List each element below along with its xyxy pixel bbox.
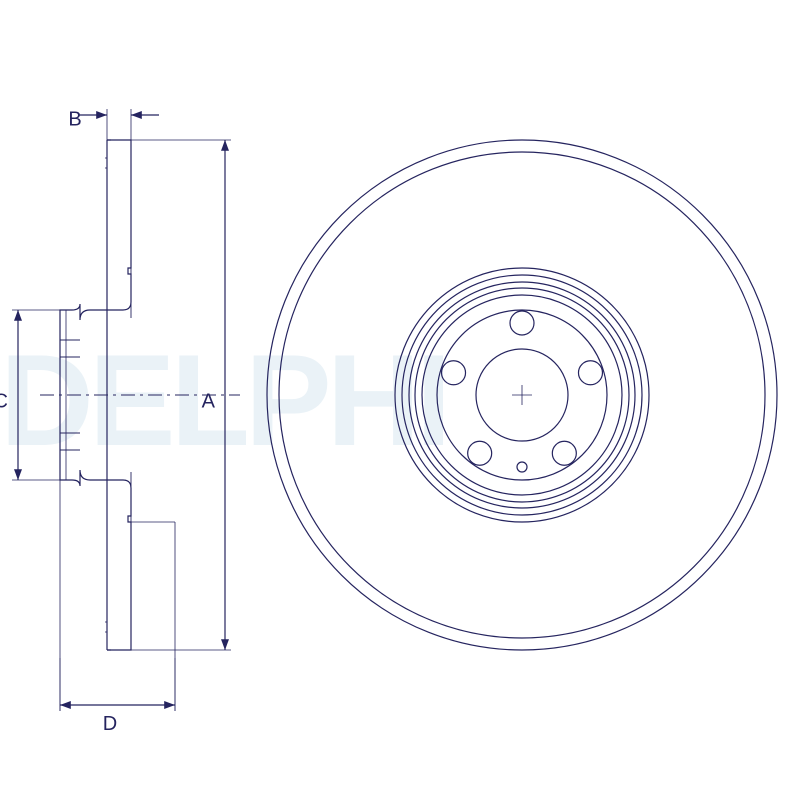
- svg-text:B: B: [68, 108, 81, 130]
- svg-text:A: A: [202, 390, 216, 412]
- svg-text:C: C: [0, 390, 8, 412]
- svg-text:D: D: [103, 713, 117, 735]
- technical-drawing: A B C D: [0, 0, 800, 800]
